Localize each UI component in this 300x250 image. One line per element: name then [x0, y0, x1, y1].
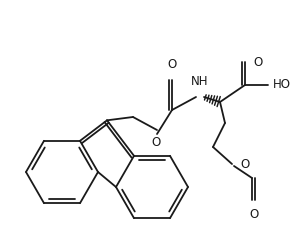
Text: O: O [152, 136, 160, 149]
Text: NH: NH [191, 75, 209, 88]
Text: O: O [253, 56, 262, 68]
Text: HO: HO [273, 78, 291, 92]
Text: O: O [167, 58, 177, 71]
Text: O: O [240, 158, 249, 172]
Text: O: O [249, 208, 259, 221]
